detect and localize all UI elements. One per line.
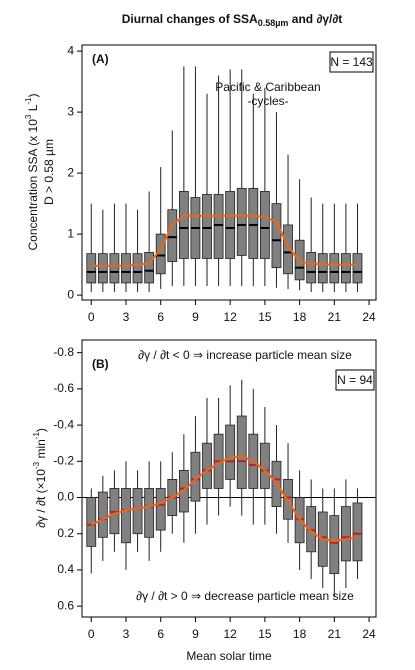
title-rest: and ∂γ/∂t [288,12,342,26]
trend-line [91,214,358,267]
plot-frame [81,339,377,618]
box [132,488,143,535]
box [283,224,293,275]
figure-title: Diurnal changes of SSA0.58µm and ∂γ/∂t [122,12,343,28]
box [225,424,236,480]
plot-frame [81,44,377,301]
x-tick-label: 24 [362,627,376,641]
box [167,209,178,262]
box [248,187,259,259]
box [271,203,282,269]
panel-label: (B) [92,357,109,371]
y-tick-label: 0 [67,287,74,301]
x-tick-label: 0 [88,627,95,641]
box [178,191,189,259]
n-box [335,369,375,391]
box [213,194,224,259]
box [202,194,212,259]
box [341,253,351,284]
y-tick-label: 0.6 [57,598,74,612]
y-tick-label: 4 [67,43,74,57]
box [144,252,155,284]
box [352,253,363,284]
box [144,488,155,538]
x-axis-label: Mean solar time [186,649,272,663]
y-label-part: ) [34,428,48,432]
box [329,515,340,574]
y-label-sup: -1 [32,432,41,440]
n-box [329,51,374,73]
box [132,253,143,284]
title-main: Diurnal changes of SSA [122,12,258,26]
y-label-part: ∂γ / ∂t (×10 [34,469,48,528]
y-tick-label: 0.0 [57,490,74,504]
box [225,191,236,259]
annotation: ∂γ / ∂t > 0 ⇒ decrease particle mean siz… [136,589,354,603]
y-label-part: ) [26,93,40,97]
box [97,253,108,284]
box [86,497,97,547]
y-label-sup: 3 [24,114,33,119]
x-tick-label: 9 [192,310,199,324]
x-tick-label: 0 [88,310,95,324]
box [259,442,270,489]
x-tick-label: 18 [293,627,307,641]
x-tick-label: 21 [328,627,342,641]
box [306,252,317,284]
box [97,491,108,538]
box [259,191,270,259]
y-label-part: Concentration SSA (x 10 [26,119,40,251]
y-tick-label: 0.4 [57,562,74,576]
y-label-sup: -3 [32,461,41,469]
n-label: N = 94 [337,373,373,387]
x-tick-label: 21 [328,310,342,324]
box [86,253,97,284]
x-tick-label: 3 [123,627,130,641]
box [202,442,212,489]
annotation: Pacific & Caribbean [215,80,320,94]
y-label-part: L [26,104,40,114]
annotation: ∂γ / ∂t < 0 ⇒ increase particle mean siz… [138,348,352,362]
panel-label: (A) [92,52,109,66]
box [341,506,351,562]
y-tick-label: 3 [67,104,74,118]
y-label-sup: -1 [24,97,33,105]
y-axis-label: ∂γ / ∂t (×10-3 min-1) [32,428,48,528]
y-tick-label: 2 [67,165,74,179]
box [352,502,363,562]
y-tick-label: 0.2 [57,526,74,540]
x-tick-label: 18 [293,310,307,324]
box [329,253,340,284]
x-tick-label: 15 [258,310,272,324]
box [236,415,247,489]
y-tick-label: -0.2 [53,453,74,467]
y-label-part: min [34,439,48,462]
n-label: N = 143 [330,55,373,69]
x-tick-label: 12 [223,627,237,641]
y-tick-label: -0.8 [53,345,74,359]
y-tick-label: -0.6 [53,381,74,395]
trend-line [90,454,358,543]
box [317,253,328,284]
y-tick-label: -0.4 [53,417,74,431]
box [121,253,131,284]
x-tick-label: 9 [192,627,199,641]
x-tick-label: 3 [123,310,130,324]
x-tick-label: 24 [362,310,376,324]
title-sub: 0.58µm [258,18,289,28]
x-tick-label: 6 [157,627,164,641]
box [155,488,166,531]
box [121,488,131,544]
x-tick-label: 6 [157,310,164,324]
y-axis-label-2: D > 0.58 µm [42,139,56,205]
box [236,187,247,256]
x-tick-label: 15 [258,627,272,641]
annotation: -cycles- [247,94,288,108]
y-axis-label: Concentration SSA (x 103 L-1) [24,93,40,250]
box [109,253,120,284]
y-tick-label: 1 [67,226,74,240]
x-tick-label: 12 [223,310,237,324]
